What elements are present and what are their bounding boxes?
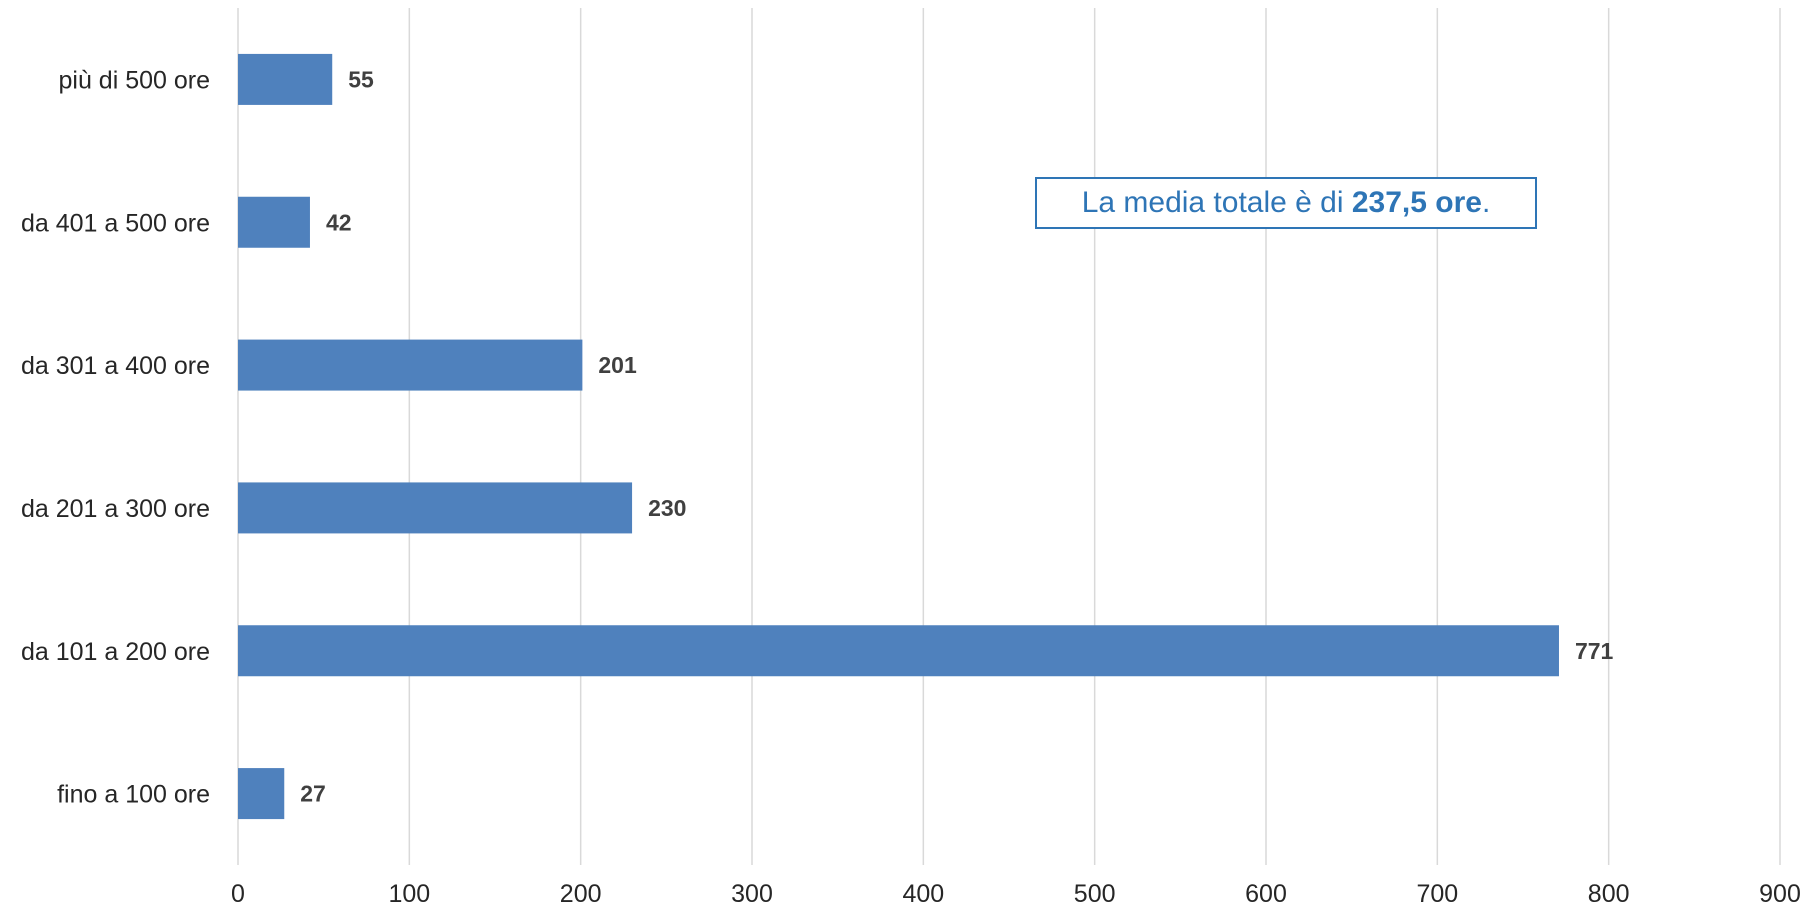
bar — [238, 625, 1559, 677]
average-annotation-box: La media totale è di 237,5 ore. — [1035, 177, 1537, 229]
x-tick-label: 700 — [1416, 880, 1458, 908]
gridlines — [237, 8, 1781, 865]
annotation-prefix: La media totale è di — [1081, 186, 1352, 219]
category-label: più di 500 ore — [58, 66, 210, 94]
x-tick-label: 0 — [231, 880, 245, 908]
data-label: 55 — [348, 66, 374, 92]
bar — [238, 339, 583, 391]
category-label: da 201 a 300 ore — [21, 495, 210, 523]
x-tick-label: 100 — [388, 880, 430, 908]
bar — [238, 482, 633, 534]
data-label: 230 — [648, 495, 686, 521]
x-tick-label: 900 — [1759, 880, 1801, 908]
data-label: 201 — [598, 352, 637, 378]
annotation-suffix: . — [1481, 186, 1491, 219]
x-tick-label: 400 — [902, 880, 944, 908]
data-label: 27 — [300, 781, 326, 807]
category-label: fino a 100 ore — [57, 781, 210, 809]
category-label: da 401 a 500 ore — [21, 209, 210, 237]
annotation-value: 237,5 ore — [1351, 186, 1482, 219]
data-label: 42 — [326, 209, 352, 235]
x-tick-label: 200 — [560, 880, 602, 908]
bar — [238, 196, 310, 248]
category-label: da 301 a 400 ore — [21, 352, 210, 380]
data-labels: 55 42 201 230 771 27 — [300, 66, 1613, 806]
x-tick-label: 300 — [731, 880, 773, 908]
x-tick-label: 500 — [1074, 880, 1116, 908]
x-tick-label: 800 — [1588, 880, 1630, 908]
x-tick-label: 600 — [1245, 880, 1287, 908]
category-labels: più di 500 ore da 401 a 500 ore da 301 a 4… — [21, 66, 210, 808]
bar — [238, 768, 285, 820]
category-label: da 101 a 200 ore — [21, 638, 210, 666]
data-label: 771 — [1575, 638, 1614, 664]
bar — [238, 53, 333, 105]
bars — [238, 53, 1559, 820]
x-tick-labels: 0 100 200 300 400 500 600 700 800 900 — [231, 880, 1801, 908]
